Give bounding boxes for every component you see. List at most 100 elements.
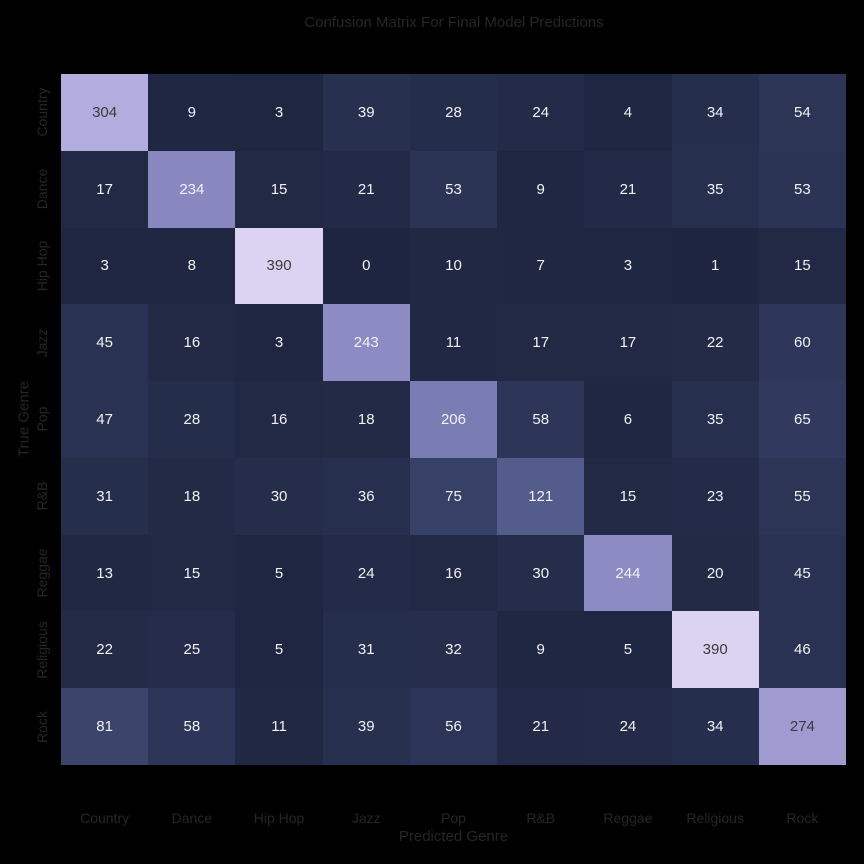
matrix-cell: 45 xyxy=(61,304,149,382)
matrix-cell: 234 xyxy=(148,150,236,228)
y-axis-label: True Genre xyxy=(15,380,33,458)
y-tick: Dance xyxy=(30,151,54,228)
matrix-cell: 24 xyxy=(322,534,410,612)
matrix-cell: 65 xyxy=(758,381,846,458)
y-tick: Religious xyxy=(30,611,54,688)
matrix-cell: 30 xyxy=(497,534,585,612)
matrix-cell: 17 xyxy=(584,304,672,382)
matrix-cell: 1 xyxy=(671,227,759,305)
matrix-cell: 22 xyxy=(671,304,759,382)
chart-title: Confusion Matrix For Final Model Predict… xyxy=(304,14,604,31)
y-tick-label: Rock xyxy=(34,710,50,743)
matrix-cell: 9 xyxy=(148,74,236,151)
matrix-cell: 9 xyxy=(497,150,585,228)
matrix-cell: 5 xyxy=(235,534,323,612)
matrix-cell: 58 xyxy=(497,381,585,458)
matrix-cell: 30 xyxy=(235,457,323,535)
x-tick-label: Pop xyxy=(441,810,466,826)
matrix-cell: 53 xyxy=(758,150,846,228)
matrix-cell: 32 xyxy=(409,611,498,689)
matrix-cell: 243 xyxy=(322,304,410,382)
matrix-cell: 36 xyxy=(322,457,410,535)
matrix-cell: 3 xyxy=(235,304,323,382)
matrix-cell: 55 xyxy=(758,457,846,535)
x-tick-label: Religious xyxy=(686,810,744,826)
matrix-cell: 31 xyxy=(322,611,410,689)
y-tick-label: Dance xyxy=(34,168,50,210)
matrix-cell: 18 xyxy=(322,381,410,458)
matrix-cell: 3 xyxy=(584,227,672,305)
matrix-cell: 18 xyxy=(148,457,236,535)
y-tick: Rock xyxy=(30,688,54,765)
y-tick-label: Country xyxy=(34,87,50,137)
matrix-cell: 5 xyxy=(235,611,323,689)
y-tick-label: Jazz xyxy=(34,328,50,358)
matrix-cell: 4 xyxy=(584,74,672,151)
matrix-cell: 121 xyxy=(497,457,585,535)
matrix-cell: 3 xyxy=(235,74,323,151)
matrix-cell: 39 xyxy=(322,74,410,151)
matrix-cell: 53 xyxy=(409,150,498,228)
matrix-cell: 31 xyxy=(61,457,149,535)
matrix-cell: 35 xyxy=(671,381,759,458)
matrix-cell: 390 xyxy=(671,611,759,689)
y-tick: Hip Hop xyxy=(30,228,54,305)
x-axis-ticks: Country Dance Hip Hop Jazz Pop R&B Reggae Relig… xyxy=(61,810,846,826)
matrix-cell: 15 xyxy=(584,457,672,535)
x-tick-label: Reggae xyxy=(603,810,653,826)
matrix-cell: 15 xyxy=(148,534,236,612)
x-axis-label: Predicted Genre xyxy=(398,828,509,845)
matrix-cell: 17 xyxy=(497,304,585,382)
matrix-cell: 28 xyxy=(148,381,236,458)
y-tick: Pop xyxy=(30,381,54,458)
matrix-cell: 28 xyxy=(409,74,498,151)
y-tick: Country xyxy=(30,74,54,151)
matrix-cell: 21 xyxy=(497,688,585,765)
x-tick-label: R&B xyxy=(526,810,556,826)
matrix-cell: 45 xyxy=(758,534,846,612)
matrix-cell: 35 xyxy=(671,150,759,228)
matrix-cell: 46 xyxy=(758,611,846,689)
y-tick: Reggae xyxy=(30,535,54,612)
matrix-cell: 39 xyxy=(322,688,410,765)
matrix-cell: 25 xyxy=(148,611,236,689)
matrix-cell: 7 xyxy=(497,227,585,305)
matrix-cell: 206 xyxy=(409,381,498,458)
matrix-cell: 304 xyxy=(61,74,149,151)
matrix-cell: 34 xyxy=(671,688,759,765)
y-axis-ticks: Country Dance Hip Hop Jazz Pop R&B Reggae Relig… xyxy=(30,74,54,765)
y-tick-label: Religious xyxy=(34,621,50,679)
y-tick: Jazz xyxy=(30,304,54,381)
matrix-cell: 22 xyxy=(61,611,149,689)
matrix-cell: 5 xyxy=(584,611,672,689)
matrix-cell: 16 xyxy=(148,304,236,382)
matrix-cell: 54 xyxy=(758,74,846,151)
matrix-cell: 244 xyxy=(584,534,672,612)
matrix-cell: 75 xyxy=(409,457,498,535)
x-tick-label: Jazz xyxy=(351,810,381,826)
matrix-cell: 3 xyxy=(61,227,149,305)
matrix-cell: 0 xyxy=(322,227,410,305)
matrix-cell: 56 xyxy=(409,688,498,765)
matrix-cell: 6 xyxy=(584,381,672,458)
x-tick-label: Rock xyxy=(786,810,819,826)
matrix-cell: 21 xyxy=(322,150,410,228)
matrix-cell: 13 xyxy=(61,534,149,612)
matrix-cell: 17 xyxy=(61,150,149,228)
matrix-cell: 47 xyxy=(61,381,149,458)
matrix-cell: 24 xyxy=(497,74,585,151)
confusion-matrix: 304 9 3 39 28 24 4 34 54 17 234 15 21 53 9 21 35 53 3 8 390 0… xyxy=(61,74,846,765)
y-tick: R&B xyxy=(30,458,54,535)
matrix-cell: 81 xyxy=(61,688,149,765)
x-tick-label: Hip Hop xyxy=(253,810,305,826)
matrix-cell: 15 xyxy=(235,150,323,228)
matrix-cell: 58 xyxy=(148,688,236,765)
y-tick-label: Hip Hop xyxy=(34,240,50,292)
matrix-cell: 34 xyxy=(671,74,759,151)
matrix-cell: 16 xyxy=(235,381,323,458)
matrix-cell: 60 xyxy=(758,304,846,382)
x-tick-label: Country xyxy=(80,810,130,826)
matrix-cell: 16 xyxy=(409,534,498,612)
matrix-cell: 274 xyxy=(758,688,846,765)
x-tick-label: Dance xyxy=(171,810,213,826)
